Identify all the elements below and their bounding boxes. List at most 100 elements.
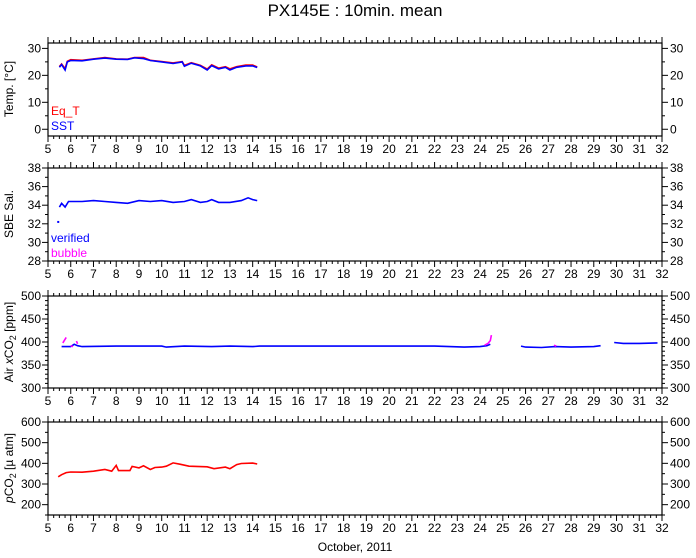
y-tick-label-right: 400 bbox=[670, 456, 690, 470]
x-tick-label: 7 bbox=[90, 521, 97, 535]
x-tick-label: 5 bbox=[45, 394, 52, 408]
x-tick-label: 25 bbox=[496, 394, 510, 408]
y-tick-label-left: 400 bbox=[21, 335, 41, 349]
panel2-ylabel: SBE Sal. bbox=[2, 190, 16, 238]
x-tick-label: 13 bbox=[223, 267, 237, 281]
x-tick-label: 16 bbox=[291, 142, 305, 156]
y-tick-label-right: 34 bbox=[670, 198, 684, 212]
y-tick-label-right: 38 bbox=[670, 161, 684, 175]
ylabel-main: CO bbox=[2, 340, 16, 358]
x-tick-label: 21 bbox=[405, 267, 419, 281]
x-tick-label: 30 bbox=[610, 521, 624, 535]
x-tick-label: 29 bbox=[587, 521, 601, 535]
x-tick-label: 10 bbox=[155, 142, 169, 156]
x-tick-label: 20 bbox=[382, 267, 396, 281]
series-line-bubble bbox=[553, 344, 557, 347]
x-tick-label: 32 bbox=[655, 267, 669, 281]
x-tick-label: 13 bbox=[223, 142, 237, 156]
x-tick-label: 8 bbox=[113, 521, 120, 535]
x-tick-label: 6 bbox=[67, 142, 74, 156]
y-tick-label-left: 10 bbox=[28, 95, 42, 109]
x-tick-label: 15 bbox=[269, 142, 283, 156]
x-tick-label: 26 bbox=[519, 521, 533, 535]
x-tick-label: 9 bbox=[136, 142, 143, 156]
x-tick-label: 10 bbox=[155, 267, 169, 281]
x-tick-label: 17 bbox=[314, 142, 328, 156]
y-tick-label-left: 400 bbox=[21, 456, 41, 470]
x-tick-label: 30 bbox=[610, 267, 624, 281]
series-line-verified bbox=[61, 343, 491, 348]
y-tick-label-right: 20 bbox=[670, 68, 684, 82]
x-tick-label: 24 bbox=[473, 394, 487, 408]
series-line-pco2 bbox=[57, 462, 258, 478]
x-tick-label: 32 bbox=[655, 521, 669, 535]
x-tick-label: 14 bbox=[246, 394, 260, 408]
ylabel-unit: [µ atm] bbox=[2, 433, 16, 473]
x-tick-label: 11 bbox=[178, 394, 191, 408]
legend-bubble: bubble bbox=[51, 246, 87, 260]
x-tick-label: 24 bbox=[473, 521, 487, 535]
series-line-bubble bbox=[75, 340, 79, 345]
x-tick-label: 32 bbox=[655, 394, 669, 408]
x-tick-label: 20 bbox=[382, 521, 396, 535]
legend-sst: SST bbox=[51, 119, 75, 133]
x-tick-label: 28 bbox=[564, 394, 578, 408]
x-tick-label: 6 bbox=[67, 521, 74, 535]
x-tick-label: 16 bbox=[291, 521, 305, 535]
x-tick-label: 17 bbox=[314, 394, 328, 408]
x-tick-label: 15 bbox=[269, 521, 283, 535]
y-tick-label-left: 34 bbox=[28, 198, 42, 212]
ylabel-unit: [ppm] bbox=[2, 302, 16, 335]
chart-title: PX145E : 10min. mean bbox=[268, 1, 443, 20]
x-tick-label: 16 bbox=[291, 394, 305, 408]
y-tick-label-right: 36 bbox=[670, 180, 684, 194]
y-tick-label-right: 600 bbox=[670, 415, 690, 429]
y-tick-label-right: 400 bbox=[670, 335, 690, 349]
x-tick-label: 9 bbox=[136, 521, 143, 535]
ylabel-sub: 2 bbox=[8, 473, 18, 478]
x-tick-label: 18 bbox=[337, 267, 351, 281]
x-tick-label: 10 bbox=[155, 394, 169, 408]
y-tick-label-left: 32 bbox=[28, 217, 42, 231]
x-tick-label: 7 bbox=[90, 267, 97, 281]
y-tick-label-right: 28 bbox=[670, 254, 684, 268]
y-tick-label-left: 30 bbox=[28, 235, 42, 249]
x-tick-label: 12 bbox=[201, 142, 215, 156]
x-tick-label: 29 bbox=[587, 394, 601, 408]
ylabel-prefix: Air bbox=[2, 364, 16, 382]
y-tick-label-left: 300 bbox=[21, 477, 41, 491]
y-tick-label-left: 200 bbox=[21, 498, 41, 512]
x-tick-label: 23 bbox=[451, 142, 465, 156]
x-tick-label: 25 bbox=[496, 521, 510, 535]
x-tick-label: 27 bbox=[542, 142, 556, 156]
panel4-frame bbox=[47, 421, 663, 516]
x-tick-label: 26 bbox=[519, 394, 533, 408]
x-tick-label: 31 bbox=[633, 142, 647, 156]
y-tick-label-left: 450 bbox=[21, 312, 41, 326]
x-tick-label: 19 bbox=[360, 521, 374, 535]
y-tick-label-right: 30 bbox=[670, 235, 684, 249]
x-tick-label: 32 bbox=[655, 142, 669, 156]
y-tick-label-left: 0 bbox=[34, 122, 41, 136]
y-tick-label-right: 32 bbox=[670, 217, 684, 231]
x-tick-label: 30 bbox=[610, 394, 624, 408]
y-tick-label-right: 200 bbox=[670, 498, 690, 512]
x-tick-label: 13 bbox=[223, 394, 237, 408]
y-tick-label-right: 350 bbox=[670, 358, 690, 372]
x-tick-label: 9 bbox=[136, 394, 143, 408]
y-tick-label-left: 600 bbox=[21, 415, 41, 429]
x-tick-label: 19 bbox=[360, 394, 374, 408]
x-tick-label: 22 bbox=[428, 267, 442, 281]
x-tick-label: 15 bbox=[269, 394, 283, 408]
x-tick-label: 30 bbox=[610, 142, 624, 156]
series-line-bubble bbox=[484, 334, 493, 346]
x-tick-label: 19 bbox=[360, 267, 374, 281]
y-tick-label-right: 500 bbox=[670, 289, 690, 303]
y-tick-label-left: 500 bbox=[21, 289, 41, 303]
ylabel-main: CO bbox=[2, 478, 16, 496]
x-tick-label: 19 bbox=[360, 142, 374, 156]
y-tick-label-left: 36 bbox=[28, 180, 42, 194]
x-tick-label: 27 bbox=[542, 267, 556, 281]
y-tick-label-left: 38 bbox=[28, 161, 42, 175]
